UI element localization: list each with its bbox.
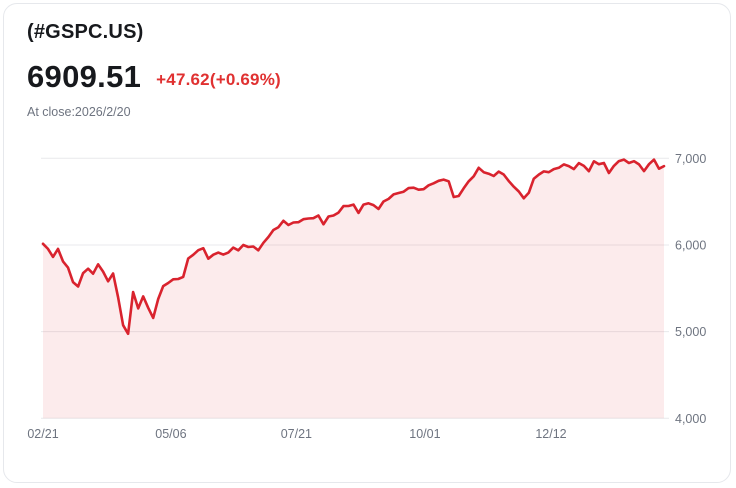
x-axis-label: 10/01 bbox=[409, 427, 440, 441]
price-chart[interactable]: 4,000 5,000 6,000 7,000 02/21 05/06 07/21 10/01… bbox=[4, 4, 731, 483]
quote-header: (#GSPC.US) 6909.51 +47.62(+0.69%) At clo… bbox=[27, 20, 281, 119]
symbol-title: (#GSPC.US) bbox=[27, 21, 144, 43]
quote-card: (#GSPC.US) 6909.51 +47.62(+0.69%) At clo… bbox=[3, 3, 731, 483]
x-axis-label: 07/21 bbox=[281, 427, 312, 441]
y-axis-label: 4,000 bbox=[675, 412, 706, 426]
x-axis-label: 02/21 bbox=[27, 427, 58, 441]
y-axis-label: 6,000 bbox=[675, 238, 706, 252]
last-price: 6909.51 bbox=[27, 59, 142, 94]
close-info: At close:2026/2/20 bbox=[27, 104, 131, 119]
y-axis-label: 5,000 bbox=[675, 325, 706, 339]
y-axis-label: 7,000 bbox=[675, 152, 706, 166]
area-fill bbox=[43, 159, 664, 419]
price-row: 6909.51 +47.62(+0.69%) bbox=[27, 59, 281, 94]
x-axis-label: 12/12 bbox=[535, 427, 566, 441]
x-axis-label: 05/06 bbox=[155, 427, 186, 441]
price-change: +47.62(+0.69%) bbox=[156, 70, 281, 89]
price-line bbox=[41, 158, 666, 336]
